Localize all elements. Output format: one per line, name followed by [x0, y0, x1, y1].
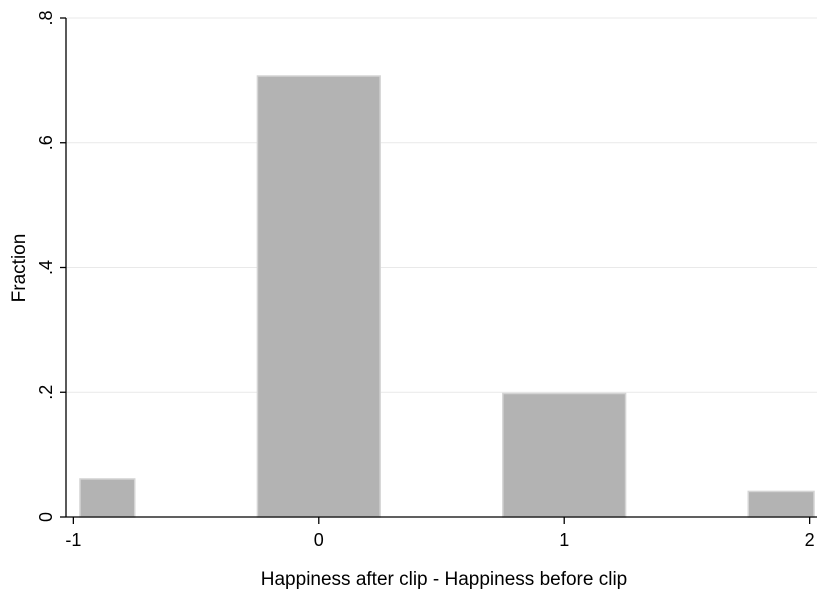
bar-3 [747, 490, 815, 518]
y-tick-label-4: .8 [36, 10, 56, 25]
bar-2 [502, 392, 627, 518]
bar-1 [256, 75, 381, 518]
y-tick-label-2: .4 [36, 260, 56, 275]
x-tick-label-2: 1 [559, 530, 569, 550]
y-tick-label-0: 0 [36, 512, 56, 522]
y-tick-label-1: .2 [36, 385, 56, 400]
grid-layer [66, 17, 817, 393]
x-tick-label-3: 2 [805, 530, 815, 550]
y-tick-label-3: .6 [36, 135, 56, 150]
x-axis-label: Happiness after clip - Happiness before … [261, 569, 627, 590]
bar-0 [79, 478, 136, 518]
tick-layer: 0 .2 .4 .6 .8 -1 0 1 2 [36, 10, 815, 550]
x-tick-label-0: -1 [65, 530, 81, 550]
bar-layer [79, 75, 815, 518]
x-tick-label-1: 0 [314, 530, 324, 550]
y-axis-label: Fraction [9, 234, 30, 303]
